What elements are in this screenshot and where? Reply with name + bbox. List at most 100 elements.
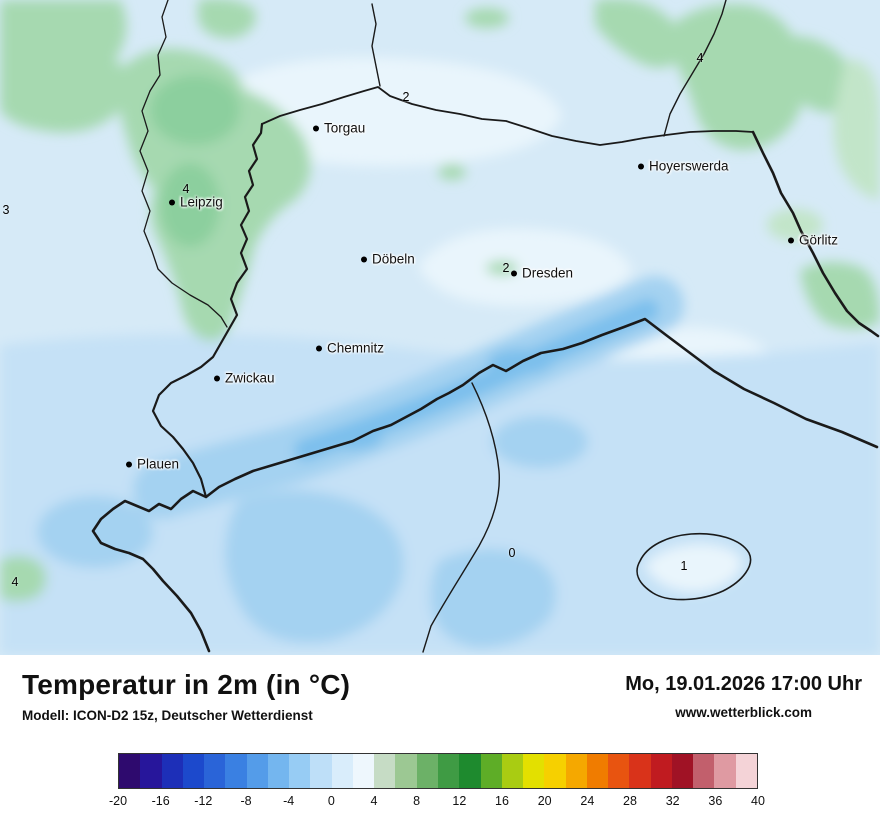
colorbar-segment xyxy=(629,754,651,788)
colorbar-segment xyxy=(608,754,630,788)
city-dot-icon xyxy=(511,270,517,276)
city-dot-icon xyxy=(169,199,175,205)
city-label: Hoyerswerda xyxy=(649,158,729,174)
temperature-value: 4 xyxy=(11,575,19,589)
colorbar-tick: -8 xyxy=(240,794,252,808)
temperature-value: 4 xyxy=(696,51,704,65)
city-marker-dresden: Dresden xyxy=(511,266,573,281)
city-label: Plauen xyxy=(137,456,180,472)
colorbar-segment xyxy=(310,754,332,788)
enclave-border xyxy=(636,532,752,601)
city-dot-icon xyxy=(214,375,220,381)
colorbar-tick: 28 xyxy=(623,794,637,808)
colorbar-tick: 12 xyxy=(452,794,467,808)
temperature-map: Torgau Leipzig Hoyerswerda Görlitz Döbeln Dre… xyxy=(0,0,880,655)
colorbar-wrap: -20 -16 -12 -8 -4 0 4 8 12 16 20 24 28 32 36 40 xyxy=(109,753,765,812)
colorbar-tick: 20 xyxy=(537,794,552,808)
city-label: Leipzig xyxy=(180,194,223,210)
model-subtitle: Modell: ICON-D2 15z, Deutscher Wetterdie… xyxy=(22,708,313,723)
colorbar-segment xyxy=(289,754,311,788)
border-spur-top xyxy=(371,3,381,87)
colorbar-segment xyxy=(565,754,587,788)
city-dot-icon xyxy=(313,125,319,131)
colorbar-segment xyxy=(246,754,268,788)
state-border-west xyxy=(151,122,264,499)
colorbar-segment xyxy=(586,754,609,788)
city-label: Görlitz xyxy=(799,232,839,248)
city-label: Döbeln xyxy=(372,251,415,267)
colorbar-segment xyxy=(544,754,566,788)
colorbar-segment xyxy=(395,754,417,788)
colorbar-segment xyxy=(416,754,438,788)
border-lines-layer xyxy=(91,0,880,653)
colorbar-tick: 36 xyxy=(708,794,723,808)
colorbar-segment xyxy=(735,754,757,788)
city-marker-hoyerswerda: Hoyerswerda xyxy=(638,159,729,174)
colorbar-tick: 8 xyxy=(413,794,421,808)
temperature-value: 4 xyxy=(182,182,190,196)
colorbar-tick: 16 xyxy=(495,794,509,808)
district-border-leipzig xyxy=(139,90,228,328)
district-border-mid xyxy=(422,382,501,653)
website-label: www.wetterblick.com xyxy=(675,705,812,720)
state-border-north xyxy=(261,86,754,146)
city-marker-plauen: Plauen xyxy=(126,457,179,472)
colorbar-segment xyxy=(437,754,460,788)
state-border-east xyxy=(751,130,880,338)
colorbar-segment xyxy=(693,754,715,788)
city-dot-icon xyxy=(316,345,322,351)
temperature-colorbar xyxy=(118,753,758,789)
temperature-value: 3 xyxy=(2,203,10,217)
colorbar-segment xyxy=(374,754,396,788)
city-label: Chemnitz xyxy=(327,340,385,356)
colorbar-segment xyxy=(459,754,481,788)
colorbar-tick: 4 xyxy=(370,794,378,808)
city-label: Zwickau xyxy=(225,370,275,386)
page-title: Temperatur in 2m (in °C) xyxy=(22,669,351,700)
city-dot-icon xyxy=(361,256,367,262)
city-dot-icon xyxy=(126,461,132,467)
colorbar-tick: 40 xyxy=(751,794,765,808)
city-marker-görlitz: Görlitz xyxy=(788,233,838,248)
state-border-south xyxy=(91,317,879,653)
colorbar-tick: 0 xyxy=(327,794,335,808)
temperature-value: 2 xyxy=(502,261,510,275)
footer-right-block: Mo, 19.01.2026 17:00 Uhr www.wetterblick… xyxy=(625,673,862,720)
city-marker-döbeln: Döbeln xyxy=(361,252,415,267)
colorbar-segment xyxy=(523,754,545,788)
city-label: Torgau xyxy=(324,120,366,136)
colorbar-segment xyxy=(714,754,736,788)
colorbar-segment xyxy=(119,754,141,788)
colorbar-segment xyxy=(140,754,162,788)
city-dot-icon xyxy=(788,237,794,243)
colorbar-segment xyxy=(671,754,694,788)
city-dot-icon xyxy=(638,163,644,169)
colorbar-tick: 24 xyxy=(580,794,595,808)
colorbar-tick: -12 xyxy=(194,794,213,808)
colorbar-segment xyxy=(267,754,290,788)
colorbar-segment xyxy=(480,754,502,788)
map-footer: Temperatur in 2m (in °C) Modell: ICON-D2… xyxy=(0,655,880,830)
map-graphic xyxy=(0,0,880,655)
temperature-value: 1 xyxy=(680,559,688,573)
city-marker-leipzig: Leipzig xyxy=(169,195,223,210)
temperature-value: 2 xyxy=(402,90,410,104)
temperature-shading-layer xyxy=(0,0,880,655)
border-spur-topright xyxy=(663,0,727,137)
city-marker-zwickau: Zwickau xyxy=(214,371,275,386)
colorbar-tick: -4 xyxy=(283,794,295,808)
city-marker-torgau: Torgau xyxy=(313,121,365,136)
colorbar-tick-labels: -20 -16 -12 -8 -4 0 4 8 12 16 20 24 28 32 36 40 xyxy=(109,794,765,812)
colorbar-segment xyxy=(161,754,183,788)
colorbar-segment xyxy=(182,754,205,788)
colorbar-segment xyxy=(352,754,375,788)
footer-left-block: Temperatur in 2m (in °C) Modell: ICON-D2… xyxy=(22,669,350,723)
border-spur-topleft xyxy=(149,0,169,92)
colorbar-tick: 32 xyxy=(665,794,680,808)
colorbar-segment xyxy=(225,754,247,788)
colorbar-tick: -20 xyxy=(108,794,128,808)
city-marker-chemnitz: Chemnitz xyxy=(316,341,384,356)
colorbar-segment xyxy=(650,754,672,788)
temperature-value: 0 xyxy=(508,546,516,560)
